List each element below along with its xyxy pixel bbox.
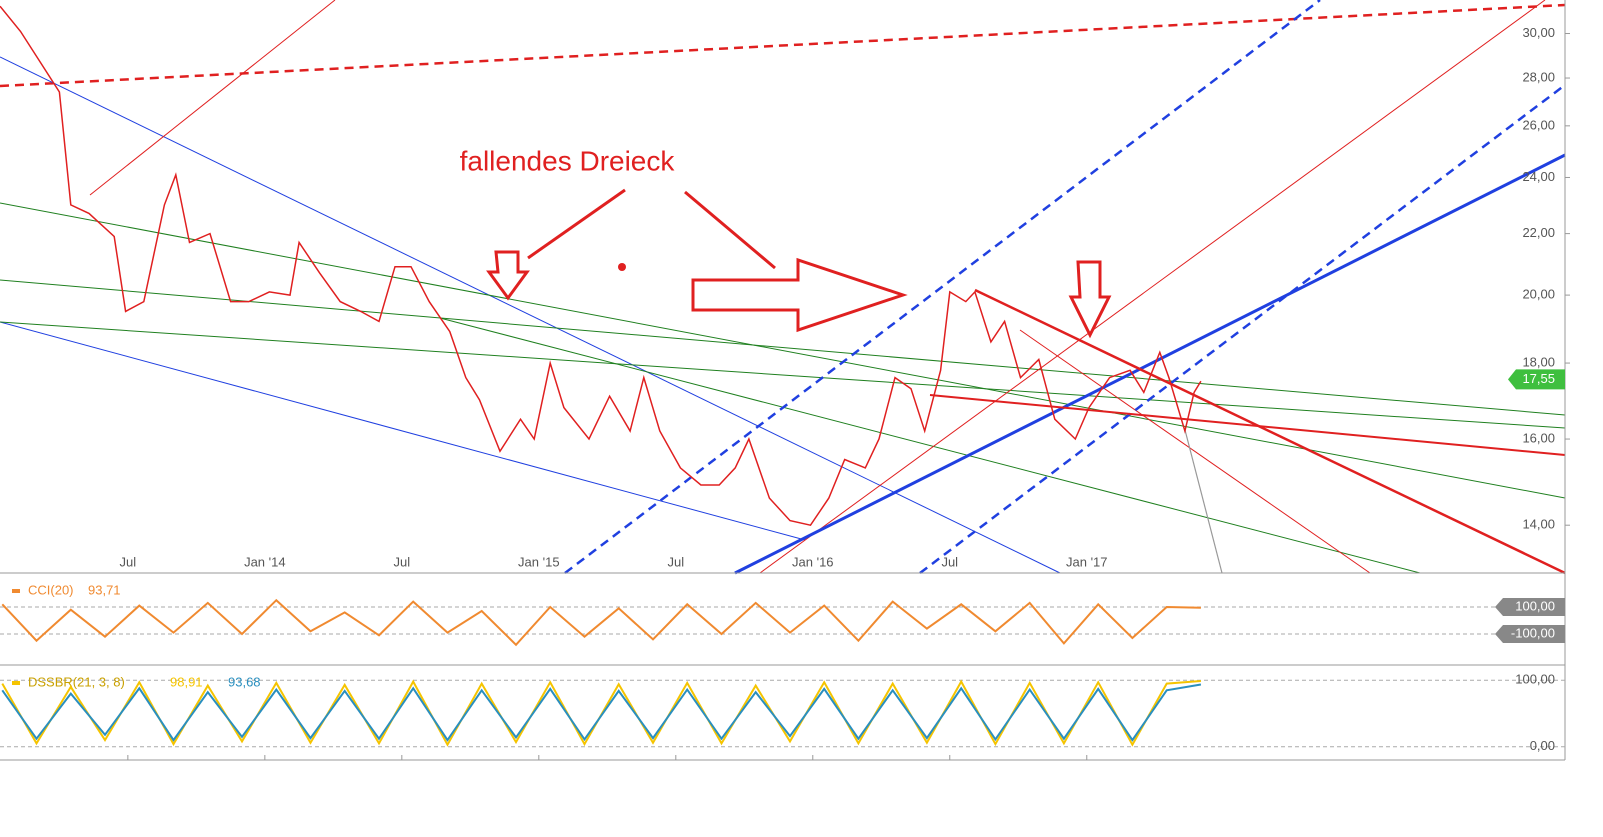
x-tick-label: Jul <box>394 554 411 569</box>
x-tick-label: Jul <box>120 554 137 569</box>
y-tick-label: 30,00 <box>1522 25 1555 40</box>
right-arrow <box>691 257 908 333</box>
down-arrow <box>486 250 530 301</box>
last-value: 93,71 <box>88 582 121 597</box>
y-tick-label: 22,00 <box>1522 225 1555 240</box>
pointer-line <box>527 188 626 260</box>
x-tick-label: Jan '15 <box>518 554 560 569</box>
annotation: fallendes Dreieck <box>460 145 676 176</box>
last-value: 98,91 <box>170 674 203 689</box>
down-arrow <box>1068 260 1112 339</box>
indicator-line <box>1 683 1202 742</box>
last-value: 93,68 <box>228 674 261 689</box>
tick-tag <box>1495 597 1565 616</box>
y-tick-label: 26,00 <box>1522 117 1555 132</box>
price-line <box>0 5 1202 527</box>
legend-swatch <box>12 681 20 685</box>
y-tick-label: 14,00 <box>1522 517 1555 532</box>
legend-label: CCI(20) <box>28 582 74 597</box>
trend-line <box>89 0 336 196</box>
trend-line <box>439 317 1421 574</box>
indicator-title: DSSBR(21, 3, 8) <box>28 674 125 689</box>
trend-line <box>0 3 1566 88</box>
trend-line <box>0 279 1566 416</box>
y-tick-label: 20,00 <box>1522 287 1555 302</box>
dot <box>618 263 626 271</box>
y-tick-label: 0,00 <box>1530 738 1555 753</box>
y-tick-label: 100,00 <box>1515 598 1555 613</box>
x-tick-label: Jul <box>667 554 684 569</box>
price-label: 17,55 <box>1522 371 1555 386</box>
trend-line <box>929 394 1566 456</box>
legend-swatch <box>12 589 20 593</box>
y-tick-label: 16,00 <box>1522 430 1555 445</box>
indicator-line <box>1 598 1201 647</box>
price-tag <box>1508 369 1565 390</box>
trend-line <box>734 153 1566 575</box>
trend-line <box>974 288 1566 575</box>
y-tick-label: 100,00 <box>1515 672 1555 687</box>
y-tick-label: 28,00 <box>1522 69 1555 84</box>
trend-line <box>759 0 1546 574</box>
pointer-line <box>684 190 776 270</box>
x-tick-label: Jan '16 <box>792 554 834 569</box>
y-tick-label: 18,00 <box>1522 355 1555 370</box>
y-tick-label: 24,00 <box>1522 169 1555 184</box>
x-tick-label: Jan '14 <box>244 554 286 569</box>
trend-line <box>1184 429 1223 574</box>
x-tick-label: Jan '17 <box>1066 554 1108 569</box>
trend-line <box>1019 329 1371 574</box>
trend-line <box>0 321 806 541</box>
x-tick-label: Jul <box>941 554 958 569</box>
y-tick-label: -100,00 <box>1511 625 1555 640</box>
trend-line <box>0 321 1566 429</box>
tick-tag <box>1495 624 1565 643</box>
trend-line <box>0 56 1061 574</box>
